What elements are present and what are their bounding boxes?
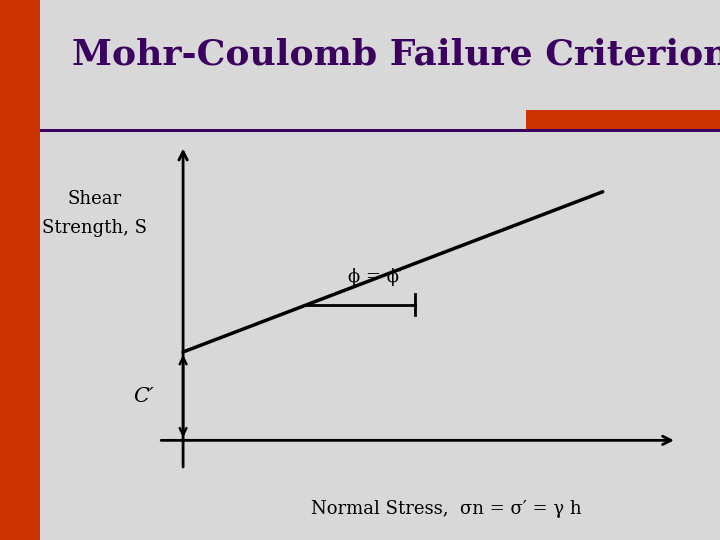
Text: ϕ = ϕ′: ϕ = ϕ′ [348, 268, 404, 286]
Text: Strength, S: Strength, S [42, 219, 147, 237]
Text: Normal Stress,  σn = σ′ = γ h: Normal Stress, σn = σ′ = γ h [311, 501, 582, 518]
Text: Shear: Shear [67, 190, 121, 208]
Text: C′: C′ [132, 387, 153, 406]
Text: Mohr-Coulomb Failure Criterion: Mohr-Coulomb Failure Criterion [72, 38, 720, 72]
